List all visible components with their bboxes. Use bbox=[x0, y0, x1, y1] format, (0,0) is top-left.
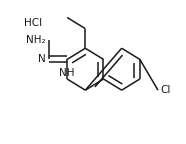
Text: NH₂: NH₂ bbox=[26, 35, 45, 45]
Text: Cl: Cl bbox=[160, 85, 171, 95]
Text: NH: NH bbox=[59, 68, 75, 78]
Text: N: N bbox=[38, 54, 45, 64]
Text: HCl: HCl bbox=[24, 18, 42, 28]
